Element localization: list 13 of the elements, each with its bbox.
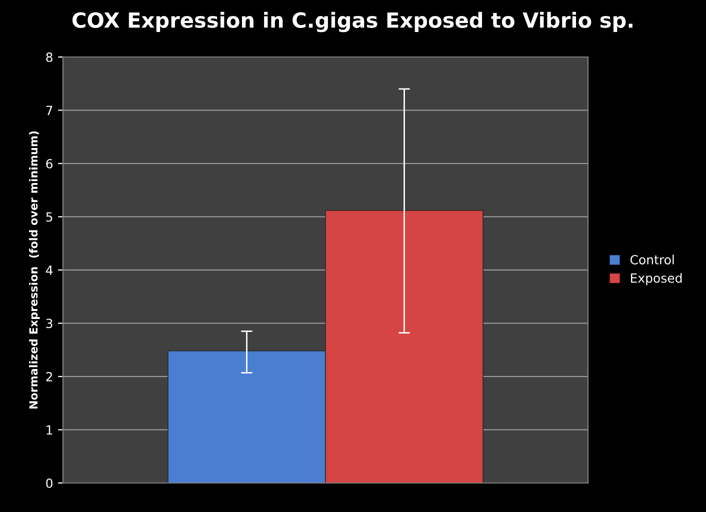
y-tick-label: 3 <box>46 318 52 328</box>
y-tick-label: 5 <box>46 212 52 222</box>
y-tick-label: 2 <box>46 372 52 382</box>
y-tick-label: 8 <box>46 52 52 62</box>
y-axis-title: Normalized Expression (fold over minimum) <box>29 131 40 409</box>
y-tick-label: 1 <box>46 425 52 434</box>
legend-label: Exposed <box>630 273 682 286</box>
y-tick-label: 6 <box>46 158 52 168</box>
chart-title: COX Expression in C.gigas Exposed to Vibrio sp. <box>72 12 632 32</box>
y-tick-label: 0 <box>46 478 52 488</box>
y-tick-label: 4 <box>46 266 53 275</box>
y-tick-label: 7 <box>46 106 52 115</box>
legend-label: Control <box>630 254 674 264</box>
